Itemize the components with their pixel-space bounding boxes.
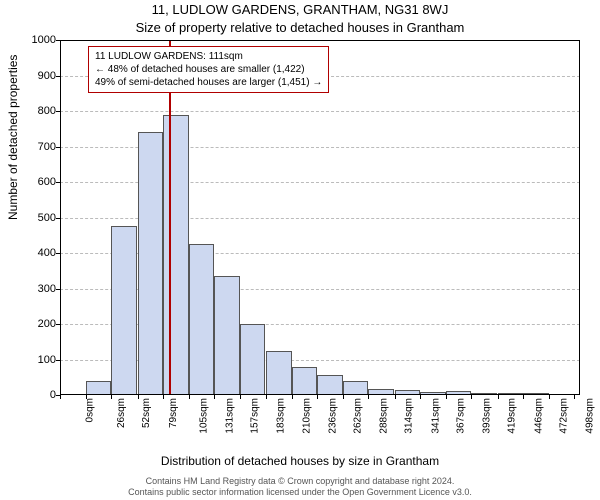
ytick-label: 900 (20, 70, 56, 82)
xtick-mark (574, 395, 575, 399)
xtick-label: 105sqm (199, 398, 210, 434)
xtick-mark (266, 395, 267, 399)
xtick-label: 79sqm (168, 398, 179, 428)
xtick-label: 314sqm (404, 398, 415, 434)
xtick-mark (163, 395, 164, 399)
xtick-label: 236sqm (327, 398, 338, 434)
x-axis-label: Distribution of detached houses by size … (0, 454, 600, 468)
xtick-label: 0sqm (84, 398, 95, 422)
ytick-label: 100 (20, 354, 56, 366)
xtick-mark (240, 395, 241, 399)
xtick-mark (395, 395, 396, 399)
xtick-mark (189, 395, 190, 399)
xtick-mark (111, 395, 112, 399)
xtick-mark (60, 395, 61, 399)
y-axis-label: Number of detached properties (6, 55, 20, 220)
xtick-label: 367sqm (456, 398, 467, 434)
xtick-mark (471, 395, 472, 399)
xtick-label: 288sqm (378, 398, 389, 434)
xtick-mark (138, 395, 139, 399)
xtick-mark (317, 395, 318, 399)
xtick-mark (420, 395, 421, 399)
histogram-plot: 010020030040050060070080090010000sqm26sq… (60, 40, 580, 395)
xtick-label: 210sqm (302, 398, 313, 434)
ytick-label: 1000 (20, 34, 56, 46)
ytick-label: 600 (20, 176, 56, 188)
xtick-mark (86, 395, 87, 399)
ytick-label: 700 (20, 141, 56, 153)
xtick-label: 498sqm (584, 398, 595, 434)
page-title: 11, LUDLOW GARDENS, GRANTHAM, NG31 8WJ (0, 2, 600, 17)
xtick-label: 446sqm (533, 398, 544, 434)
xtick-mark (446, 395, 447, 399)
xtick-label: 52sqm (141, 398, 152, 428)
xtick-mark (549, 395, 550, 399)
xtick-label: 262sqm (353, 398, 364, 434)
xtick-mark (343, 395, 344, 399)
xtick-label: 183sqm (275, 398, 286, 434)
xtick-label: 131sqm (224, 398, 235, 434)
xtick-label: 157sqm (250, 398, 261, 434)
ytick-label: 500 (20, 212, 56, 224)
xtick-label: 472sqm (559, 398, 570, 434)
xtick-mark (214, 395, 215, 399)
ytick-label: 300 (20, 283, 56, 295)
xtick-label: 341sqm (430, 398, 441, 434)
footer-attribution: Contains HM Land Registry data © Crown c… (0, 476, 600, 499)
xtick-mark (498, 395, 499, 399)
plot-border (60, 40, 580, 395)
xtick-label: 393sqm (481, 398, 492, 434)
xtick-mark (292, 395, 293, 399)
chart-subtitle: Size of property relative to detached ho… (0, 20, 600, 35)
footer-line-1: Contains HM Land Registry data © Crown c… (0, 476, 600, 487)
ytick-label: 800 (20, 105, 56, 117)
xtick-label: 419sqm (507, 398, 518, 434)
ytick-label: 400 (20, 247, 56, 259)
xtick-mark (368, 395, 369, 399)
xtick-mark (523, 395, 524, 399)
xtick-label: 26sqm (116, 398, 127, 428)
footer-line-2: Contains public sector information licen… (0, 487, 600, 498)
ytick-label: 0 (20, 389, 56, 401)
ytick-label: 200 (20, 318, 56, 330)
